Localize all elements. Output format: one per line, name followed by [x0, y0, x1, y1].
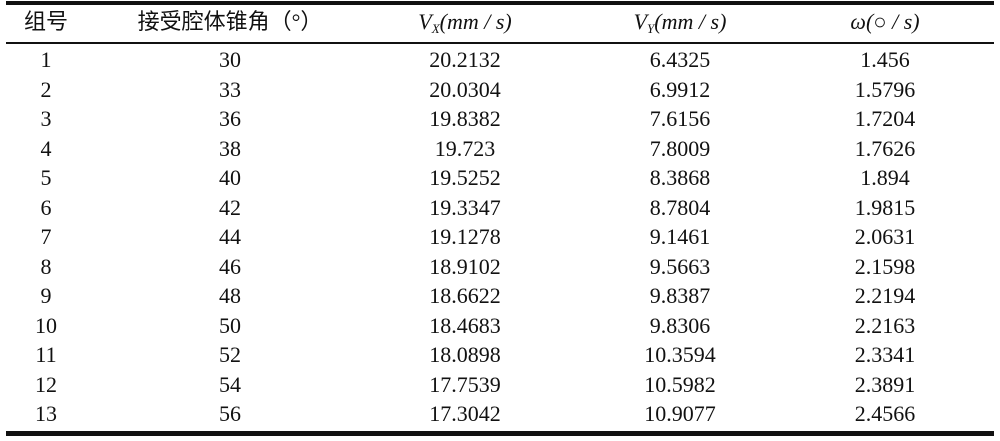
table-cell: 8.3868 [650, 164, 711, 192]
table-cell: 19.1278 [429, 223, 501, 251]
table-cell: 9.5663 [650, 253, 711, 281]
table-cell: 1.456 [860, 46, 910, 74]
table-cell: 2 [41, 76, 52, 104]
table-cell: 50 [219, 312, 241, 340]
table-cell: 10.3594 [644, 341, 716, 369]
table-cell: 19.5252 [429, 164, 501, 192]
table-cell: 30 [219, 46, 241, 74]
table-cell: 1.7626 [855, 135, 916, 163]
header-unit: (mm / s) [654, 9, 726, 34]
table-cell: 6.9912 [650, 76, 711, 104]
table-cell: 42 [219, 194, 241, 222]
table-cell: 46 [219, 253, 241, 281]
header-symbol: 组号 [24, 9, 68, 34]
table-cell: 1.894 [860, 164, 910, 192]
table-cell: 1 [41, 46, 52, 74]
table-cell: 19.8382 [429, 105, 501, 133]
table-cell: 44 [219, 223, 241, 251]
header-symbol: ω [850, 9, 866, 34]
table-cell: 10 [35, 312, 57, 340]
header-cell: ω(○ / s) [850, 8, 919, 36]
table-cell: 7.8009 [650, 135, 711, 163]
table-cell: 33 [219, 76, 241, 104]
table-cell: 2.1598 [855, 253, 916, 281]
table-cell: 17.7539 [429, 371, 501, 399]
table-cell: 13 [35, 400, 57, 428]
header-cell: 组号 [24, 8, 68, 36]
table-cell: 8.7804 [650, 194, 711, 222]
table-cell: 2.2163 [855, 312, 916, 340]
table-cell: 20.2132 [429, 46, 501, 74]
table-cell: 18.4683 [429, 312, 501, 340]
table-cell: 9.8387 [650, 282, 711, 310]
table-cell: 54 [219, 371, 241, 399]
table-cell: 1.7204 [855, 105, 916, 133]
table-cell: 9 [41, 282, 52, 310]
table-cell: 12 [35, 371, 57, 399]
header-symbol: V [634, 9, 647, 34]
table-cell: 18.0898 [429, 341, 501, 369]
table-cell: 1.5796 [855, 76, 916, 104]
header-symbol: 接受腔体锥角（°） [138, 9, 323, 34]
table-cell: 19.3347 [429, 194, 501, 222]
table-cell: 56 [219, 400, 241, 428]
top-rule [6, 1, 994, 5]
table-cell: 4 [41, 135, 52, 163]
header-cell: VY(mm / s) [634, 8, 727, 43]
table-cell: 36 [219, 105, 241, 133]
table-cell: 48 [219, 282, 241, 310]
table-cell: 19.723 [435, 135, 496, 163]
table-cell: 2.3341 [855, 341, 916, 369]
table-cell: 52 [219, 341, 241, 369]
table-cell: 38 [219, 135, 241, 163]
table-cell: 8 [41, 253, 52, 281]
table-cell: 10.9077 [644, 400, 716, 428]
header-symbol: V [418, 9, 431, 34]
header-unit: (mm / s) [440, 9, 512, 34]
table-cell: 18.9102 [429, 253, 501, 281]
table-cell: 2.2194 [855, 282, 916, 310]
table-cell: 1.9815 [855, 194, 916, 222]
table-cell: 10.5982 [644, 371, 716, 399]
table-cell: 17.3042 [429, 400, 501, 428]
table-cell: 7.6156 [650, 105, 711, 133]
bottom-rule [6, 431, 994, 436]
table-cell: 9.1461 [650, 223, 711, 251]
table-cell: 2.0631 [855, 223, 916, 251]
header-cell: 接受腔体锥角（°） [138, 8, 323, 36]
table-cell: 2.3891 [855, 371, 916, 399]
table-cell: 18.6622 [429, 282, 501, 310]
table-cell: 40 [219, 164, 241, 192]
table-cell: 2.4566 [855, 400, 916, 428]
table-cell: 5 [41, 164, 52, 192]
table-cell: 3 [41, 105, 52, 133]
table-cell: 11 [35, 341, 56, 369]
table-cell: 20.0304 [429, 76, 501, 104]
table-cell: 9.8306 [650, 312, 711, 340]
header-subscript: Y [647, 21, 654, 36]
header-unit: (○ / s) [866, 9, 920, 34]
table-cell: 7 [41, 223, 52, 251]
table-cell: 6 [41, 194, 52, 222]
header-cell: VX(mm / s) [418, 8, 512, 43]
table-cell: 6.4325 [650, 46, 711, 74]
